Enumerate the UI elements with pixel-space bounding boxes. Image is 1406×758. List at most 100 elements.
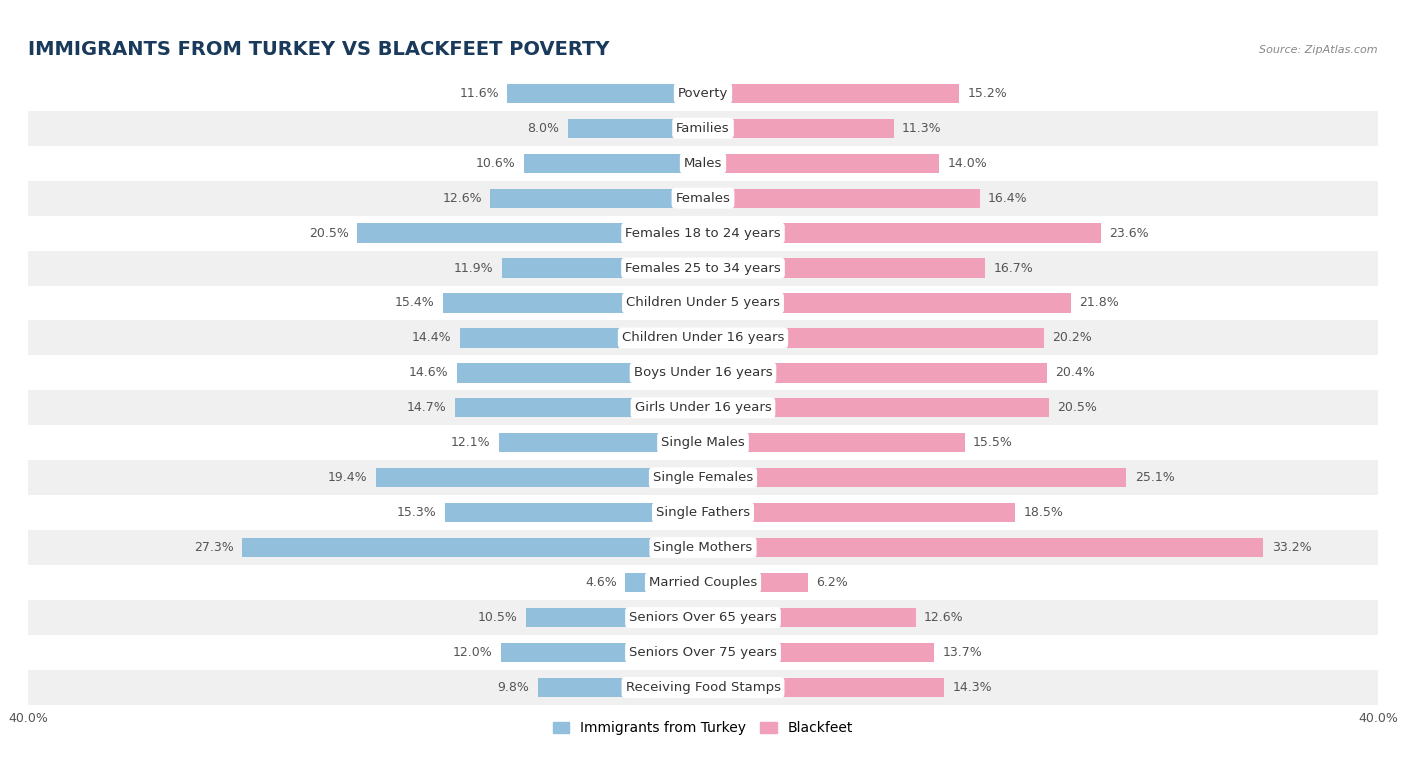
Bar: [502, 258, 703, 277]
Text: 11.9%: 11.9%: [454, 262, 494, 274]
Bar: [703, 608, 915, 627]
Bar: [444, 503, 703, 522]
Text: Girls Under 16 years: Girls Under 16 years: [634, 401, 772, 415]
Bar: [703, 293, 1071, 312]
Bar: [568, 118, 703, 138]
Text: 15.3%: 15.3%: [396, 506, 436, 519]
Text: 11.3%: 11.3%: [903, 122, 942, 135]
Bar: [375, 468, 703, 487]
Text: 20.2%: 20.2%: [1052, 331, 1092, 344]
Text: Receiving Food Stamps: Receiving Food Stamps: [626, 681, 780, 694]
Text: 14.4%: 14.4%: [412, 331, 451, 344]
Bar: [501, 643, 703, 662]
Text: Females 25 to 34 years: Females 25 to 34 years: [626, 262, 780, 274]
Text: 23.6%: 23.6%: [1109, 227, 1149, 240]
Bar: [703, 83, 959, 103]
Text: 12.1%: 12.1%: [451, 437, 491, 449]
Text: 11.6%: 11.6%: [460, 86, 499, 100]
Bar: [443, 293, 703, 312]
Text: 16.7%: 16.7%: [993, 262, 1033, 274]
Text: 14.7%: 14.7%: [406, 401, 447, 415]
Bar: [456, 398, 703, 418]
Text: Source: ZipAtlas.com: Source: ZipAtlas.com: [1260, 45, 1378, 55]
Text: 12.6%: 12.6%: [443, 192, 482, 205]
Text: 9.8%: 9.8%: [498, 681, 529, 694]
Text: Children Under 16 years: Children Under 16 years: [621, 331, 785, 344]
Bar: [703, 328, 1043, 348]
Bar: [703, 573, 807, 592]
Bar: [626, 573, 703, 592]
Bar: [357, 224, 703, 243]
Bar: [28, 180, 1378, 215]
Bar: [703, 258, 984, 277]
Bar: [28, 600, 1378, 635]
Text: Married Couples: Married Couples: [650, 576, 756, 589]
Text: 27.3%: 27.3%: [194, 541, 233, 554]
Bar: [28, 251, 1378, 286]
Bar: [28, 146, 1378, 180]
Bar: [28, 356, 1378, 390]
Bar: [28, 670, 1378, 705]
Text: 8.0%: 8.0%: [527, 122, 560, 135]
Bar: [703, 363, 1047, 383]
Text: Females: Females: [675, 192, 731, 205]
Bar: [703, 468, 1126, 487]
Text: 10.6%: 10.6%: [477, 157, 516, 170]
Bar: [703, 154, 939, 173]
Bar: [499, 433, 703, 453]
Bar: [28, 111, 1378, 146]
Bar: [508, 83, 703, 103]
Text: 20.5%: 20.5%: [309, 227, 349, 240]
Bar: [703, 643, 934, 662]
Text: 12.6%: 12.6%: [924, 611, 963, 624]
Text: 16.4%: 16.4%: [988, 192, 1028, 205]
Text: Children Under 5 years: Children Under 5 years: [626, 296, 780, 309]
Text: 33.2%: 33.2%: [1271, 541, 1312, 554]
Bar: [703, 538, 1263, 557]
Legend: Immigrants from Turkey, Blackfeet: Immigrants from Turkey, Blackfeet: [546, 714, 860, 742]
Text: Boys Under 16 years: Boys Under 16 years: [634, 366, 772, 380]
Bar: [703, 224, 1101, 243]
Bar: [703, 118, 894, 138]
Bar: [28, 530, 1378, 565]
Text: Poverty: Poverty: [678, 86, 728, 100]
Bar: [28, 286, 1378, 321]
Bar: [28, 76, 1378, 111]
Bar: [703, 433, 965, 453]
Text: Females 18 to 24 years: Females 18 to 24 years: [626, 227, 780, 240]
Text: 10.5%: 10.5%: [478, 611, 517, 624]
Bar: [703, 503, 1015, 522]
Text: 15.4%: 15.4%: [395, 296, 434, 309]
Text: Seniors Over 75 years: Seniors Over 75 years: [628, 646, 778, 659]
Text: 12.0%: 12.0%: [453, 646, 492, 659]
Bar: [28, 215, 1378, 251]
Bar: [703, 189, 980, 208]
Bar: [703, 398, 1049, 418]
Text: Single Mothers: Single Mothers: [654, 541, 752, 554]
Bar: [28, 495, 1378, 530]
Bar: [28, 321, 1378, 356]
Bar: [28, 460, 1378, 495]
Text: Single Fathers: Single Fathers: [657, 506, 749, 519]
Bar: [28, 635, 1378, 670]
Bar: [28, 425, 1378, 460]
Bar: [537, 678, 703, 697]
Text: 20.5%: 20.5%: [1057, 401, 1097, 415]
Bar: [457, 363, 703, 383]
Bar: [491, 189, 703, 208]
Text: Males: Males: [683, 157, 723, 170]
Bar: [242, 538, 703, 557]
Text: 14.0%: 14.0%: [948, 157, 987, 170]
Bar: [28, 565, 1378, 600]
Text: 20.4%: 20.4%: [1056, 366, 1095, 380]
Text: 4.6%: 4.6%: [585, 576, 617, 589]
Text: Families: Families: [676, 122, 730, 135]
Text: 6.2%: 6.2%: [815, 576, 848, 589]
Text: 15.5%: 15.5%: [973, 437, 1012, 449]
Text: Seniors Over 65 years: Seniors Over 65 years: [628, 611, 778, 624]
Text: IMMIGRANTS FROM TURKEY VS BLACKFEET POVERTY: IMMIGRANTS FROM TURKEY VS BLACKFEET POVE…: [28, 40, 610, 59]
Text: 25.1%: 25.1%: [1135, 471, 1174, 484]
Text: Single Females: Single Females: [652, 471, 754, 484]
Bar: [28, 390, 1378, 425]
Text: Single Males: Single Males: [661, 437, 745, 449]
